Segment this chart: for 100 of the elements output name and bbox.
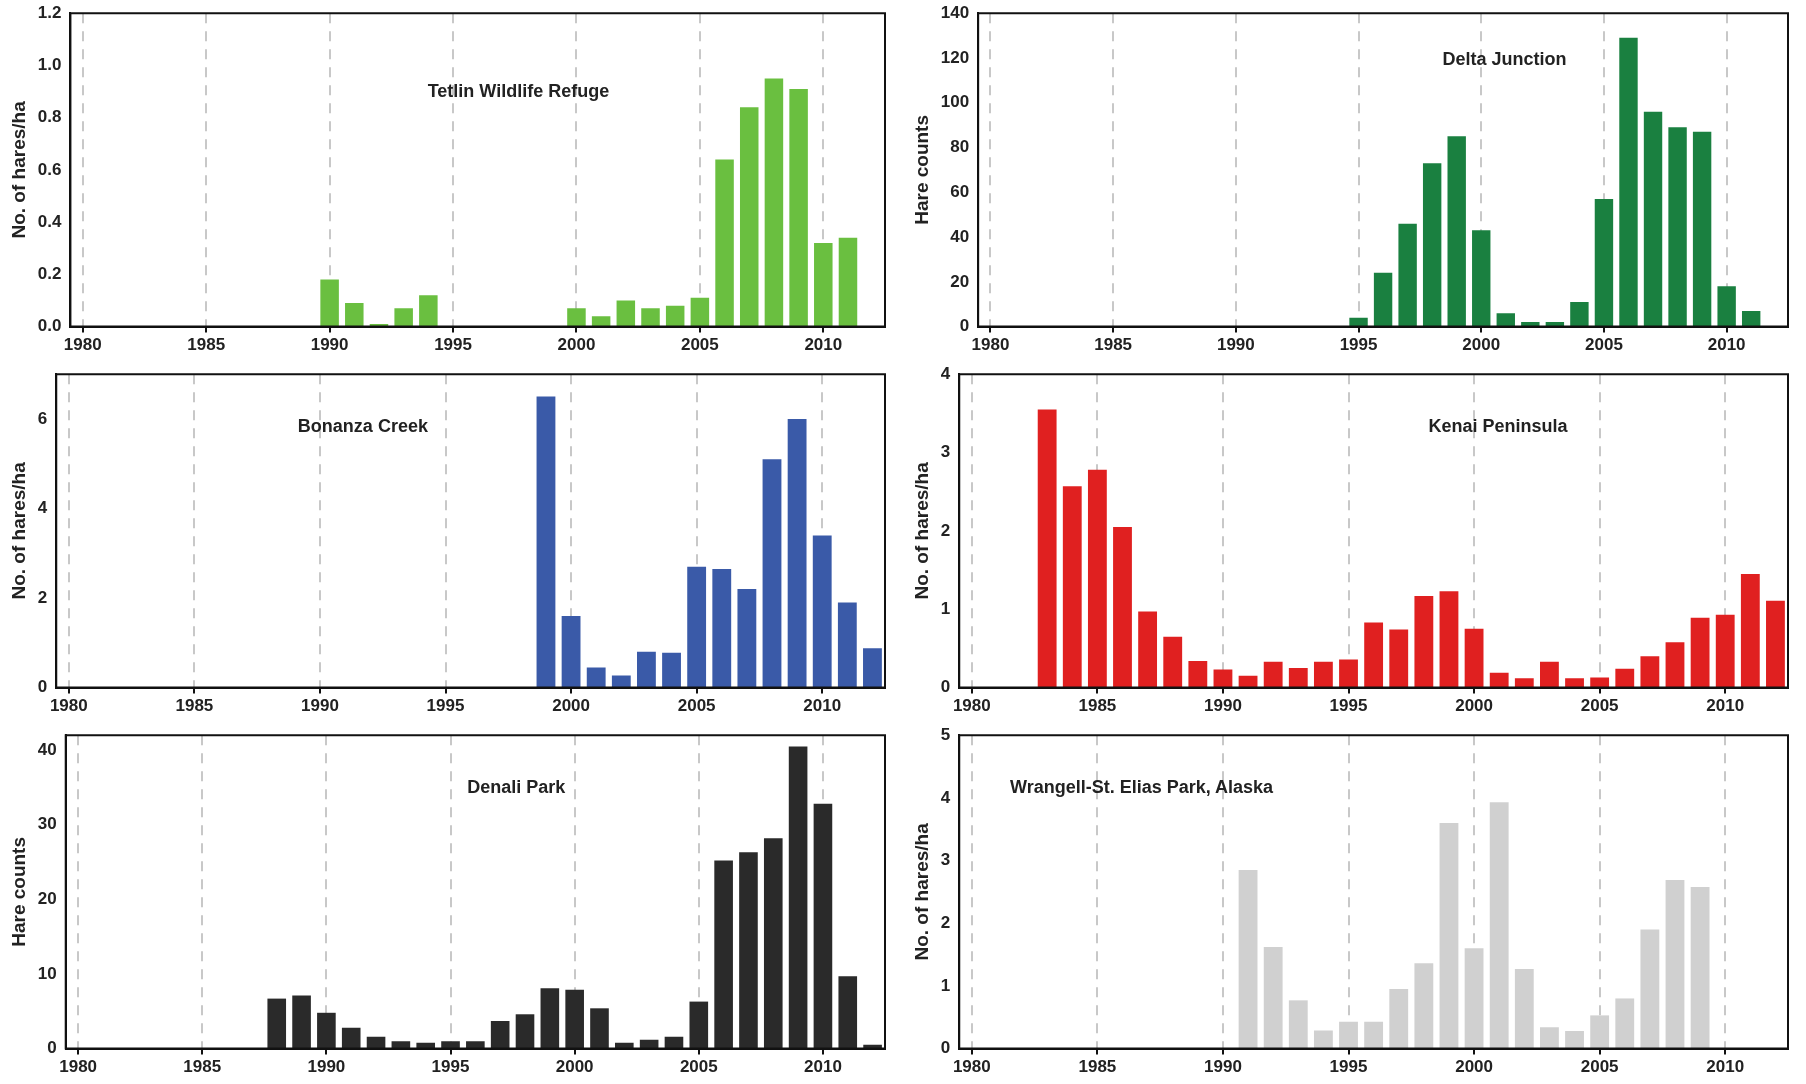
bar <box>1640 656 1660 688</box>
x-tick-label: 1995 <box>1329 696 1368 716</box>
y-tick-label: 1 <box>940 975 951 995</box>
bar <box>490 1020 510 1049</box>
bar <box>838 976 858 1049</box>
bar <box>1288 1000 1308 1049</box>
bar <box>637 651 656 688</box>
bar <box>1615 668 1635 688</box>
text: Delta Junction <box>1442 49 1567 70</box>
x-tick-label: 2005 <box>677 696 716 716</box>
bar <box>1464 628 1484 688</box>
x-tick-label: 1985 <box>187 335 226 355</box>
bar <box>1364 1021 1384 1049</box>
bar <box>341 1027 361 1049</box>
bar <box>1373 272 1393 327</box>
bar <box>687 566 707 688</box>
y-tick-label: 0.2 <box>37 264 62 284</box>
bar <box>1238 675 1258 688</box>
bar <box>838 237 858 327</box>
bar <box>1668 127 1687 327</box>
bar <box>1349 317 1368 327</box>
x-tick-label: 2005 <box>1580 1057 1619 1077</box>
bar <box>787 418 807 688</box>
text: Kenai Peninsula <box>1428 416 1569 437</box>
bar <box>837 602 857 688</box>
bar <box>763 838 783 1049</box>
x-tick-label: 1980 <box>49 696 88 716</box>
bar <box>1740 573 1760 688</box>
bar <box>1741 310 1761 327</box>
bar <box>1398 223 1417 327</box>
bar <box>690 297 710 327</box>
bar <box>739 107 759 327</box>
bar <box>419 295 438 327</box>
bar <box>1113 526 1132 688</box>
x-tick-label: 1985 <box>183 1057 222 1077</box>
bar <box>1422 163 1442 327</box>
y-axis-title: No. of hares/ha <box>910 822 932 961</box>
bar <box>1496 313 1515 327</box>
bar <box>1717 286 1736 327</box>
y-tick-label: 40 <box>37 739 57 759</box>
x-tick-label: 1995 <box>431 1057 470 1077</box>
y-tick-label: 2 <box>940 912 951 932</box>
bar <box>714 860 733 1049</box>
y-tick-label: 2 <box>940 520 951 540</box>
bar <box>1439 591 1459 688</box>
bar <box>1339 659 1358 688</box>
y-tick-label: 0.8 <box>37 107 62 127</box>
bar <box>591 316 611 327</box>
bar <box>320 279 339 327</box>
bar <box>1565 1031 1584 1049</box>
bar <box>1313 661 1333 688</box>
x-tick-label: 2000 <box>1455 1057 1493 1077</box>
bar <box>1514 969 1534 1049</box>
bar <box>665 305 685 327</box>
x-tick-label: 1985 <box>175 696 214 716</box>
bar <box>1594 199 1614 327</box>
x-tick-label: 1980 <box>971 335 1010 355</box>
text: Denali Park <box>467 777 567 798</box>
x-tick-label: 2005 <box>679 1057 718 1077</box>
x-tick-label: 2005 <box>1580 696 1619 716</box>
x-tick-label: 2005 <box>1585 335 1623 355</box>
y-tick-label: 0 <box>37 677 48 697</box>
bar <box>1288 668 1308 688</box>
x-tick-label: 1995 <box>434 335 472 355</box>
y-tick-label: 3 <box>940 850 951 870</box>
bar <box>561 615 581 688</box>
x-tick-label: 2010 <box>804 335 843 355</box>
bar <box>394 308 413 327</box>
bar <box>1615 998 1635 1049</box>
y-tick-label: 60 <box>950 181 970 201</box>
bar <box>611 675 631 688</box>
bar <box>345 303 364 327</box>
y-tick-label: 4 <box>940 363 951 383</box>
y-tick-label: 0.4 <box>37 211 62 231</box>
y-tick-label: 80 <box>950 137 970 157</box>
x-tick-label: 1990 <box>307 1057 346 1077</box>
bar <box>1188 660 1208 688</box>
bar <box>1690 886 1710 1049</box>
bar <box>1389 629 1409 688</box>
bar <box>812 535 832 688</box>
y-tick-label: 100 <box>940 92 970 112</box>
text: Tetlin Wildlife Refuge <box>427 80 610 101</box>
y-tick-label: 20 <box>37 889 57 909</box>
x-tick-label: 2010 <box>1706 1057 1745 1077</box>
y-tick-label: 1.2 <box>37 2 62 22</box>
y-axis-title: Hare counts <box>910 114 932 225</box>
bar <box>814 243 833 327</box>
bar <box>641 308 660 327</box>
y-tick-label: 0 <box>940 1038 951 1058</box>
x-tick-label: 2005 <box>680 335 719 355</box>
x-tick-label: 1995 <box>1339 335 1378 355</box>
y-tick-label: 30 <box>37 814 57 834</box>
text: Bonanza Creek <box>297 416 429 437</box>
text: Wrangell-St. Elias Park, Alaska <box>1010 777 1275 798</box>
y-tick-label: 3 <box>940 442 951 462</box>
bar <box>1570 301 1589 327</box>
bar <box>737 589 757 688</box>
bar <box>789 88 808 327</box>
bar <box>813 803 833 1049</box>
y-tick-label: 40 <box>950 226 970 246</box>
